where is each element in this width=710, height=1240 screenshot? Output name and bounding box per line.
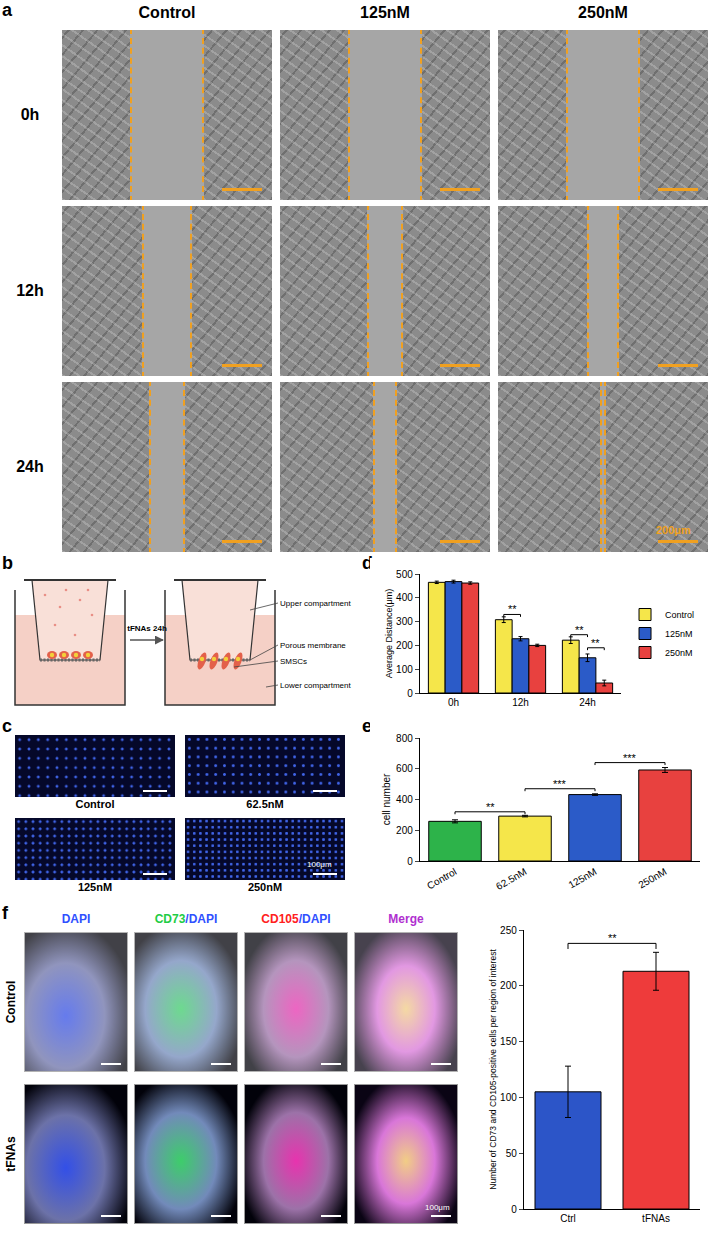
svg-text:400: 400 bbox=[396, 592, 413, 603]
svg-text:Average Distance(μm): Average Distance(μm) bbox=[384, 589, 394, 679]
svg-text:250nM: 250nM bbox=[637, 866, 669, 891]
svg-text:600: 600 bbox=[396, 763, 413, 774]
html-text:24h: 24h bbox=[16, 458, 44, 475]
html-text:100μm: 100μm bbox=[425, 1203, 450, 1212]
html-text:Control: Control bbox=[75, 798, 115, 810]
svg-text:500: 500 bbox=[396, 569, 413, 580]
svg-text:Ctrl: Ctrl bbox=[560, 1213, 576, 1224]
svg-text:62.5nM: 62.5nM bbox=[494, 866, 528, 892]
html-text:tFNAs: tFNAs bbox=[4, 1136, 18, 1172]
svg-text:400: 400 bbox=[396, 794, 413, 805]
svg-text:100: 100 bbox=[396, 664, 413, 675]
html-text:CD105 /DAPI: CD105 /DAPI bbox=[261, 912, 331, 926]
html-text:12h: 12h bbox=[16, 282, 44, 299]
svg-text:125nM: 125nM bbox=[567, 866, 599, 891]
svg-text:125nM: 125nM bbox=[665, 629, 693, 639]
svg-text:**: ** bbox=[591, 637, 600, 649]
svg-text:300: 300 bbox=[396, 616, 413, 627]
svg-text:0: 0 bbox=[407, 688, 413, 699]
html-text:250nM: 250nM bbox=[578, 4, 628, 21]
svg-text:**: ** bbox=[486, 801, 495, 813]
svg-text:***: *** bbox=[553, 778, 567, 790]
svg-text:250nM: 250nM bbox=[665, 648, 693, 658]
html-text:100μm: 100μm bbox=[307, 860, 332, 869]
svg-text:24h: 24h bbox=[579, 697, 596, 708]
svg-text:Control: Control bbox=[425, 866, 458, 892]
html-text:f: f bbox=[2, 903, 8, 923]
html-text:Control: Control bbox=[138, 4, 196, 21]
svg-text:0: 0 bbox=[511, 1204, 517, 1215]
svg-text:100: 100 bbox=[500, 1092, 517, 1103]
html-text:d: d bbox=[362, 553, 373, 573]
svg-text:Number of CD73 and CD105-posit: Number of CD73 and CD105-positive cells … bbox=[488, 949, 498, 1190]
svg-text:Control: Control bbox=[665, 610, 694, 620]
html-text:DAPI: DAPI bbox=[61, 912, 91, 926]
svg-text:50: 50 bbox=[506, 1148, 518, 1159]
svg-text:200: 200 bbox=[396, 825, 413, 836]
svg-text:Lower compartment: Lower compartment bbox=[280, 681, 351, 690]
svg-text:***: *** bbox=[623, 752, 637, 764]
html-text:Merge: Merge bbox=[388, 912, 424, 926]
svg-text:tFNAs: tFNAs bbox=[642, 1213, 670, 1224]
svg-text:cell number: cell number bbox=[381, 773, 392, 825]
svg-text:200: 200 bbox=[500, 980, 517, 991]
html-text:e: e bbox=[362, 716, 372, 736]
html-text:125nM: 125nM bbox=[360, 4, 410, 21]
svg-text:150: 150 bbox=[500, 1036, 517, 1047]
html-text:a: a bbox=[2, 0, 12, 20]
html-text:62.5nM: 62.5nM bbox=[246, 798, 284, 810]
svg-text:200: 200 bbox=[396, 640, 413, 651]
svg-text:**: ** bbox=[575, 624, 584, 636]
html-text:0h: 0h bbox=[20, 106, 40, 123]
svg-text:800: 800 bbox=[396, 733, 413, 744]
svg-text:**: ** bbox=[508, 603, 517, 615]
html-text:CD73 /DAPI: CD73 /DAPI bbox=[154, 912, 218, 926]
html-text:Control: Control bbox=[4, 980, 18, 1024]
svg-text:tFNAs 24h: tFNAs 24h bbox=[127, 624, 167, 633]
svg-text:Porous membrane: Porous membrane bbox=[280, 641, 346, 650]
svg-text:12h: 12h bbox=[512, 697, 529, 708]
html-text:250nM: 250nM bbox=[247, 881, 283, 893]
html-text:125nM: 125nM bbox=[77, 881, 113, 893]
svg-text:250: 250 bbox=[500, 925, 517, 936]
svg-text:**: ** bbox=[608, 932, 617, 944]
svg-text:Upper compartment: Upper compartment bbox=[280, 599, 351, 608]
html-text:c: c bbox=[2, 716, 12, 736]
svg-text:0h: 0h bbox=[448, 697, 459, 708]
svg-text:SMSCs: SMSCs bbox=[280, 657, 307, 666]
html-text:200μm: 200μm bbox=[656, 524, 691, 536]
svg-text:0: 0 bbox=[407, 856, 413, 867]
html-text:b: b bbox=[2, 553, 13, 573]
